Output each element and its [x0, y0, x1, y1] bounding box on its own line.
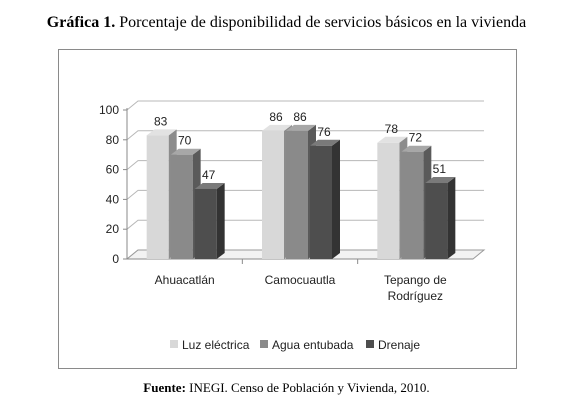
y-tick-label: 80	[106, 133, 120, 147]
bar	[286, 130, 308, 259]
source-prefix: Fuente:	[143, 380, 186, 395]
title-text: Porcentaje de disponibilidad de servicio…	[119, 14, 527, 31]
category-label: Ahuacatlán	[155, 273, 215, 287]
bar	[146, 135, 169, 259]
source-text: INEGI. Censo de Población y Vivienda, 20…	[189, 380, 430, 395]
data-label: 86	[269, 110, 283, 124]
gridline	[126, 100, 484, 111]
bar-top	[401, 145, 432, 152]
y-tick-label: 40	[106, 192, 120, 206]
bar-top	[170, 148, 201, 155]
data-label: 72	[409, 131, 423, 145]
bar-top	[262, 124, 292, 131]
data-label: 83	[154, 114, 168, 128]
bar	[377, 142, 400, 259]
y-tick-label: 20	[106, 222, 120, 236]
bar	[425, 183, 448, 259]
chart-title: Gráfica 1. Porcentaje de disponibilidad …	[0, 14, 573, 32]
category-label: Rodríguez	[388, 289, 443, 303]
y-tick-label: 60	[106, 163, 120, 177]
gridline	[126, 130, 484, 141]
data-label: 76	[317, 125, 331, 139]
data-label: 78	[385, 122, 399, 136]
gridline	[126, 219, 484, 230]
title-prefix: Gráfica 1.	[46, 14, 116, 31]
gridline	[126, 160, 484, 170]
category-label: Tepango de	[384, 273, 447, 287]
bar-top	[146, 129, 177, 136]
category-label: Camocuautla	[265, 273, 336, 287]
y-tick-label: 100	[99, 103, 119, 117]
bar-side	[332, 139, 340, 259]
gridline	[126, 189, 484, 200]
bar	[310, 145, 332, 259]
bar-side	[216, 182, 225, 259]
bar-top	[194, 182, 225, 189]
bar	[170, 154, 193, 259]
bar-top	[425, 177, 456, 184]
legend-swatch	[170, 340, 178, 348]
bar-top	[286, 124, 316, 131]
bar-top	[377, 136, 408, 143]
bar	[401, 151, 424, 259]
y-tick-label: 0	[112, 252, 119, 266]
bar-top	[310, 139, 340, 146]
chart-source: Fuente: INEGI. Censo de Población y Vivi…	[0, 380, 573, 396]
legend-label: Agua entubada	[272, 338, 354, 352]
data-label: 86	[293, 110, 307, 124]
legend-swatch	[260, 340, 268, 348]
legend-label: Drenaje	[378, 338, 420, 352]
data-label: 47	[202, 168, 216, 182]
bar-side	[447, 177, 456, 259]
bar	[262, 130, 284, 259]
legend-swatch	[366, 340, 374, 348]
bar	[194, 188, 217, 259]
data-label: 70	[178, 134, 192, 148]
legend-label: Luz eléctrica	[182, 338, 250, 352]
data-label: 51	[433, 162, 447, 176]
